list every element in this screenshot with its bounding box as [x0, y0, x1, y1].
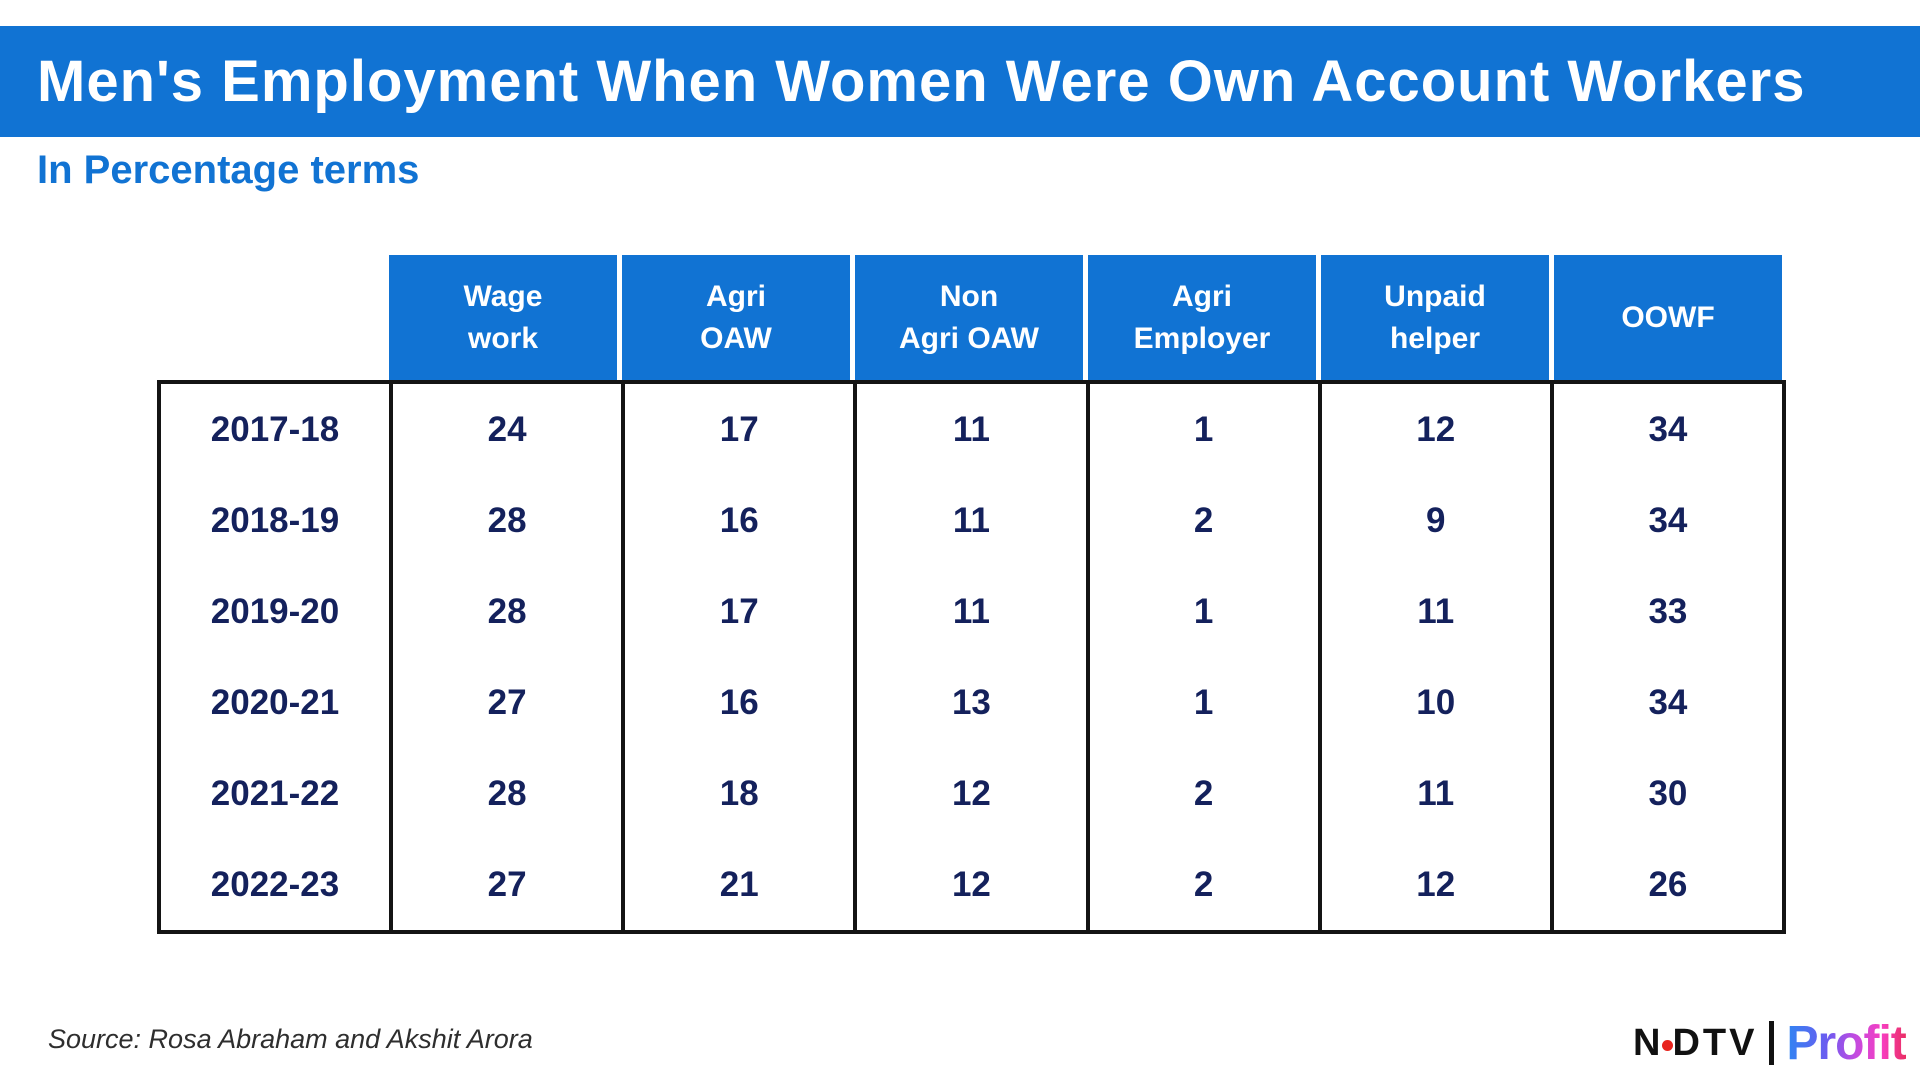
column-header-1: Wage work [389, 255, 617, 380]
value-cell: 33 [1549, 566, 1782, 657]
value-cell: 27 [389, 839, 621, 930]
value-cell: 12 [853, 839, 1085, 930]
value-cell: 11 [853, 475, 1085, 566]
value-cell: 11 [853, 566, 1085, 657]
value-cell: 12 [853, 748, 1085, 839]
ndtv-red-dot-icon [1662, 1039, 1674, 1051]
value-cell: 16 [621, 475, 853, 566]
table-header-row: Wage work Agri OAW Non Agri OAW Agri Employer Un… [389, 255, 1782, 380]
year-cell: 2018-19 [210, 500, 340, 540]
value-cell: 9 [1317, 475, 1550, 566]
value-cell: 12 [1317, 384, 1550, 475]
value-cell: 1 [1085, 566, 1318, 657]
page-title: Men's Employment When Women Were Own Acc… [37, 49, 1806, 114]
value-cell: 17 [621, 384, 853, 475]
column-header-5: Unpaid helper [1321, 255, 1549, 380]
value-cell: 21 [621, 839, 853, 930]
value-cell: 1 [1085, 384, 1318, 475]
value-cell: 13 [853, 657, 1085, 748]
logo-separator [1769, 1021, 1775, 1065]
page-subtitle: In Percentage terms [37, 148, 420, 192]
ndtv-letter-n: N [1633, 1021, 1664, 1064]
value-cell: 17 [621, 566, 853, 657]
column-header-6: OOWF [1554, 255, 1782, 380]
value-cell: 1 [1085, 657, 1318, 748]
source-note: Source: Rosa Abraham and Akshit Arora [48, 1024, 533, 1054]
column-header-4: Agri Employer [1088, 255, 1316, 380]
profit-wordmark: Profit [1786, 1016, 1906, 1070]
value-cell: 18 [621, 748, 853, 839]
value-cell: 34 [1549, 657, 1782, 748]
value-cell: 11 [1317, 566, 1550, 657]
value-cell: 28 [389, 748, 621, 839]
value-cell: 30 [1549, 748, 1782, 839]
value-cell: 28 [389, 566, 621, 657]
value-cell: 12 [1317, 839, 1550, 930]
year-cell: 2019-20 [210, 591, 340, 631]
year-cell: 2017-18 [210, 409, 340, 449]
year-cell: 2021-22 [210, 773, 340, 813]
value-cell: 11 [853, 384, 1085, 475]
ndtv-letters-dtv: DTV [1672, 1021, 1758, 1064]
value-cell: 34 [1549, 384, 1782, 475]
column-header-2: Agri OAW [622, 255, 850, 380]
value-cell: 34 [1549, 475, 1782, 566]
title-banner: Men's Employment When Women Were Own Acc… [0, 26, 1920, 137]
value-cell: 26 [1549, 839, 1782, 930]
value-cell: 2 [1085, 748, 1318, 839]
value-cell: 16 [621, 657, 853, 748]
year-cell: 2022-23 [210, 864, 340, 904]
year-cell: 2020-21 [210, 682, 340, 722]
value-cell: 2 [1085, 475, 1318, 566]
data-table-body: 2017-18 24 17 11 1 12 34 2018-19 28 16 11 2 9 34 2019-… [157, 380, 1786, 934]
value-cell: 24 [389, 384, 621, 475]
ndtv-wordmark: N DTV [1633, 1022, 1757, 1065]
value-cell: 10 [1317, 657, 1550, 748]
value-cell: 2 [1085, 839, 1318, 930]
ndtv-profit-logo: N DTV Profit [1633, 1012, 1907, 1074]
value-cell: 27 [389, 657, 621, 748]
column-header-3: Non Agri OAW [855, 255, 1083, 380]
value-cell: 28 [389, 475, 621, 566]
value-cell: 11 [1317, 748, 1550, 839]
